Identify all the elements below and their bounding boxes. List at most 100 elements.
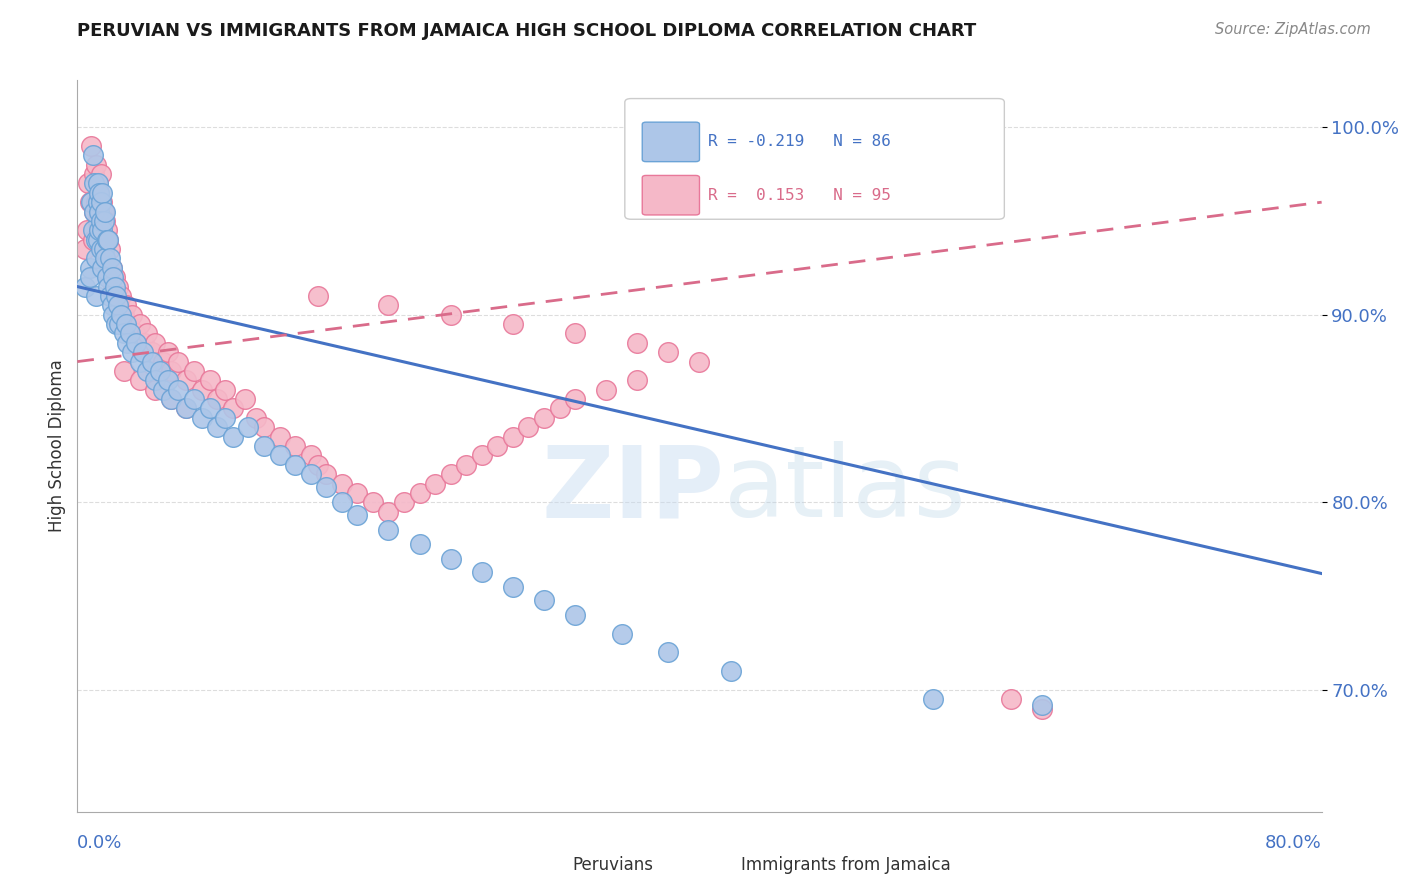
Point (108, 298, 131, 312)
Point (315, 467, 337, 482)
Point (101, 279, 124, 293)
Point (423, 476, 446, 491)
Point (87, 186, 110, 200)
Point (408, 486, 430, 500)
Point (253, 420, 276, 434)
Point (533, 410, 555, 425)
Point (1031, 698, 1053, 712)
Point (98, 242, 121, 256)
Point (307, 458, 329, 472)
Point (657, 645, 679, 659)
Point (82, 233, 104, 247)
Point (361, 495, 384, 509)
Point (191, 383, 214, 397)
Point (87, 223, 110, 237)
Point (921, 692, 943, 706)
Point (471, 449, 494, 463)
Point (548, 401, 571, 416)
Point (115, 335, 138, 350)
Point (377, 524, 399, 538)
Point (440, 308, 463, 322)
Y-axis label: High School Diploma: High School Diploma (48, 359, 66, 533)
Point (80, 139, 103, 153)
Point (83, 204, 105, 219)
Point (346, 508, 368, 523)
Point (440, 551, 463, 566)
Point (174, 401, 197, 416)
Point (330, 495, 353, 509)
Point (107, 279, 129, 293)
Point (167, 354, 190, 368)
Point (87, 186, 110, 200)
Point (315, 480, 337, 494)
Point (533, 592, 555, 607)
FancyBboxPatch shape (693, 851, 738, 880)
Point (128, 354, 150, 368)
Point (207, 392, 229, 406)
Point (96, 223, 118, 237)
Point (502, 429, 524, 443)
Point (94, 252, 117, 266)
Point (152, 383, 174, 397)
Point (96, 233, 118, 247)
Point (110, 308, 132, 322)
Point (90, 204, 112, 219)
Point (269, 449, 291, 463)
Point (75, 279, 97, 293)
Point (131, 345, 153, 359)
Point (207, 420, 229, 434)
Point (134, 335, 156, 350)
Point (502, 580, 524, 594)
Point (91, 223, 114, 237)
Text: 80.0%: 80.0% (1265, 834, 1322, 852)
Point (105, 289, 128, 303)
Point (346, 486, 368, 500)
Point (214, 410, 236, 425)
Point (84, 233, 107, 247)
Point (564, 392, 586, 406)
FancyBboxPatch shape (643, 176, 700, 215)
Point (143, 373, 166, 387)
Point (86, 177, 108, 191)
Point (198, 373, 221, 387)
Point (84, 158, 107, 172)
Text: R =  0.153   N = 95: R = 0.153 N = 95 (709, 187, 891, 202)
Point (307, 289, 329, 303)
Point (82, 148, 104, 162)
Point (125, 335, 148, 350)
Point (75, 242, 97, 256)
Point (245, 410, 267, 425)
Point (90, 167, 112, 181)
Point (284, 458, 307, 472)
Point (110, 289, 132, 303)
Point (198, 401, 221, 416)
Point (440, 467, 463, 482)
Point (104, 279, 127, 293)
Point (159, 364, 181, 378)
Point (101, 270, 124, 285)
Point (174, 373, 197, 387)
Point (90, 195, 112, 210)
Point (80, 195, 103, 210)
Point (90, 242, 112, 256)
Point (564, 326, 586, 341)
FancyBboxPatch shape (624, 99, 1004, 219)
Point (77, 177, 100, 191)
Point (143, 383, 166, 397)
Text: Source: ZipAtlas.com: Source: ZipAtlas.com (1215, 22, 1371, 37)
Point (101, 308, 124, 322)
Point (112, 308, 135, 322)
Point (156, 373, 179, 387)
Point (94, 204, 117, 219)
Point (91, 186, 114, 200)
Point (105, 289, 128, 303)
Point (100, 298, 122, 312)
Point (610, 626, 633, 640)
Point (191, 410, 214, 425)
Point (84, 252, 107, 266)
Point (222, 401, 245, 416)
Point (93, 242, 115, 256)
Point (121, 308, 143, 322)
Point (97, 233, 120, 247)
Point (96, 270, 118, 285)
